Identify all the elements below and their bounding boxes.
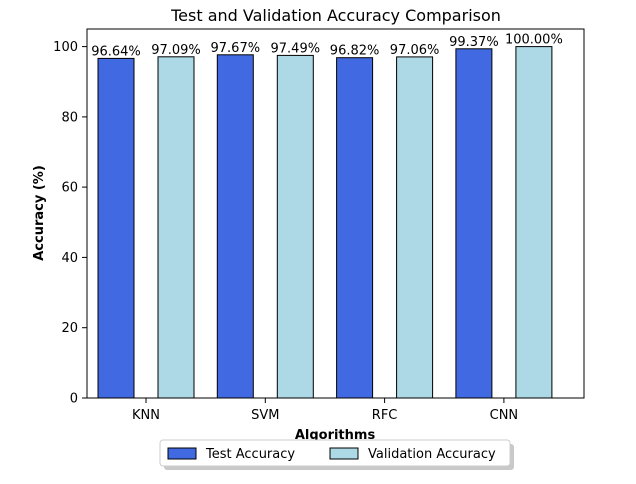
data-label-cnn-validation: 100.00%: [505, 33, 563, 48]
bar-rfc-test: [336, 57, 374, 399]
data-labels-layer: 96.64% 97.09% 97.67% 97.49% 96.82% 97.06% 99.3…: [91, 33, 563, 60]
x-tick-label-knn: KNN: [132, 408, 160, 423]
chart-title: Test and Validation Accuracy Comparison: [170, 6, 501, 25]
legend-items: Test Accuracy Validation Accuracy: [167, 447, 496, 462]
bar-svm-test: [216, 54, 254, 399]
y-tick-label: 60: [61, 181, 78, 196]
x-tick-label-rfc: RFC: [372, 408, 398, 423]
y-tick-label: 0: [70, 392, 78, 407]
plot-frame: [86, 28, 585, 399]
data-label-knn-validation: 97.09%: [151, 43, 201, 58]
y-axis-label: Accuracy (%): [32, 165, 47, 261]
legend-swatch-validation: [329, 447, 359, 460]
x-axis: KNN SVM RFC CNN: [132, 398, 518, 423]
x-tick-label-cnn: CNN: [490, 408, 519, 423]
bar-svm-validation: [276, 54, 314, 399]
legend: Test Accuracy Validation Accuracy: [159, 439, 514, 470]
data-label-rfc-validation: 97.06%: [390, 43, 440, 58]
x-axis-label: Algorithms: [295, 428, 376, 443]
bars-layer: [97, 46, 553, 399]
bar-cnn-test: [455, 48, 493, 399]
legend-label-validation: Validation Accuracy: [368, 447, 496, 462]
legend-label-test: Test Accuracy: [205, 447, 295, 462]
data-label-svm-test: 97.67%: [211, 41, 261, 56]
y-tick-label: 20: [61, 321, 78, 336]
data-label-knn-test: 96.64%: [91, 44, 141, 59]
bar-knn-validation: [157, 56, 195, 399]
y-tick-label: 80: [61, 110, 78, 125]
data-label-rfc-test: 96.82%: [330, 44, 380, 59]
bar-knn-test: [97, 57, 135, 399]
y-tick-label: 40: [61, 251, 78, 266]
x-tick-label-svm: SVM: [251, 408, 279, 423]
data-label-svm-validation: 97.49%: [271, 41, 321, 56]
bar-cnn-validation: [515, 46, 553, 399]
y-tick-label: 100: [53, 40, 78, 55]
legend-swatch-test: [167, 447, 197, 460]
bar-rfc-validation: [396, 56, 434, 399]
data-label-cnn-test: 99.37%: [449, 35, 499, 50]
y-axis: 0 20 40 60 80 100: [53, 40, 87, 407]
